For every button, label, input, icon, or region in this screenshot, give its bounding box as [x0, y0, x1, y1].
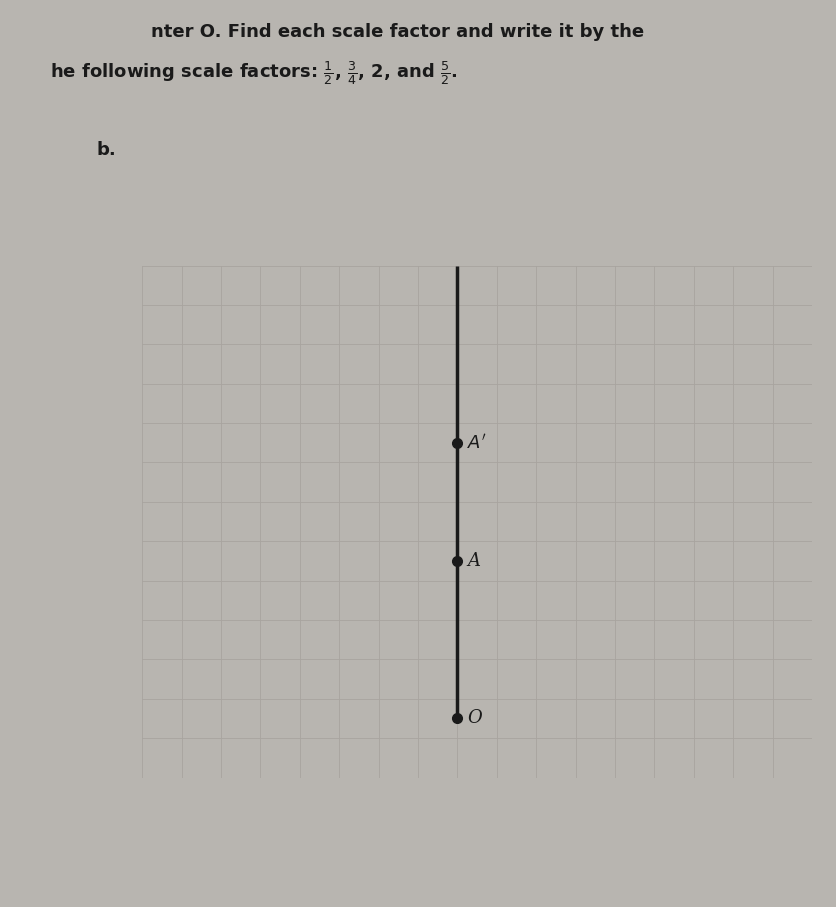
Text: b.: b. [96, 141, 116, 159]
Text: O: O [466, 709, 482, 727]
Text: nter O. Find each scale factor and write it by the: nter O. Find each scale factor and write… [150, 23, 643, 41]
Text: $A'$: $A'$ [466, 434, 487, 453]
Text: A: A [466, 552, 480, 570]
Text: he following scale factors: $\frac{1}{2}$, $\frac{3}{4}$, 2, and $\frac{5}{2}$.: he following scale factors: $\frac{1}{2}… [50, 59, 457, 87]
